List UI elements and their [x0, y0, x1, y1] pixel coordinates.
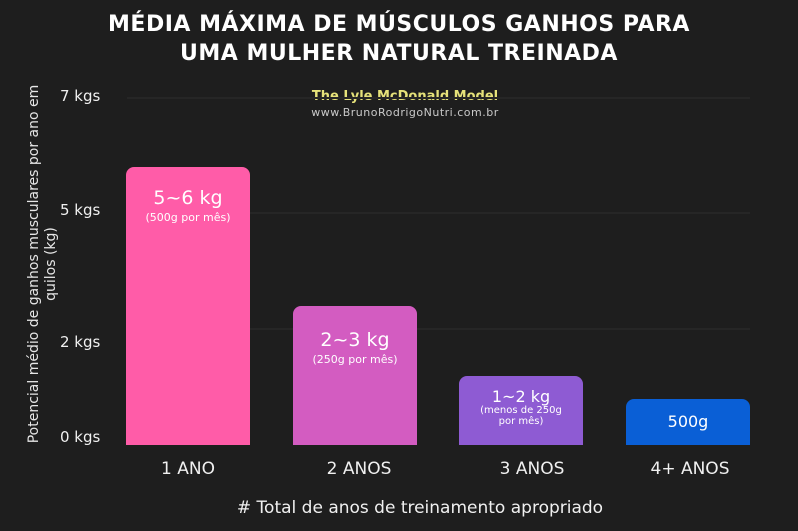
- bar-1-ano: 5~6 kg (500g por mês): [126, 167, 250, 445]
- chart-title: MÉDIA MÁXIMA DE MÚSCULOS GANHOS PARA UMA…: [0, 10, 798, 68]
- bar-value-label: 500g: [667, 412, 709, 431]
- y-tick: 0 kgs: [60, 428, 101, 446]
- bar-value-label: 1~2 kg: [491, 387, 551, 406]
- bar-4-plus-anos: 500g: [626, 399, 750, 445]
- y-tick: 5 kgs: [60, 201, 101, 219]
- y-axis-label: Potencial médio de ganhos musculares por…: [26, 84, 59, 444]
- y-tick: 2 kgs: [60, 333, 101, 351]
- x-tick: 3 ANOS: [499, 459, 565, 479]
- gridline: [127, 97, 750, 99]
- source-watermark: www.BrunoRodrigoNutri.com.br: [311, 106, 499, 119]
- x-tick: 2 ANOS: [326, 459, 392, 479]
- gridline: [127, 212, 750, 214]
- bar-value-label: 2~3 kg: [320, 329, 390, 351]
- bar-2-anos: 2~3 kg (250g por mês): [293, 306, 417, 445]
- bar-sub-label: (250g por mês): [312, 353, 398, 366]
- y-tick: 7 kgs: [60, 87, 101, 105]
- bar-3-anos: 1~2 kg (menos de 250g por mês): [459, 376, 583, 445]
- bar-sub-label: (500g por mês): [145, 211, 231, 224]
- x-tick: 1 ANO: [161, 459, 215, 479]
- chart-title-line-1: MÉDIA MÁXIMA DE MÚSCULOS GANHOS PARA: [108, 12, 690, 37]
- chart-title-line-2: UMA MULHER NATURAL TREINADA: [180, 41, 618, 66]
- chart-subtitle: The Lyle McDonald Model: [280, 89, 530, 104]
- x-tick: 4+ ANOS: [650, 459, 730, 479]
- x-axis-label: # Total de anos de treinamento apropriad…: [236, 498, 604, 518]
- bar-value-label: 5~6 kg: [153, 187, 223, 209]
- gridline: [127, 328, 750, 330]
- bar-sub-label: (menos de 250g por mês): [480, 405, 562, 427]
